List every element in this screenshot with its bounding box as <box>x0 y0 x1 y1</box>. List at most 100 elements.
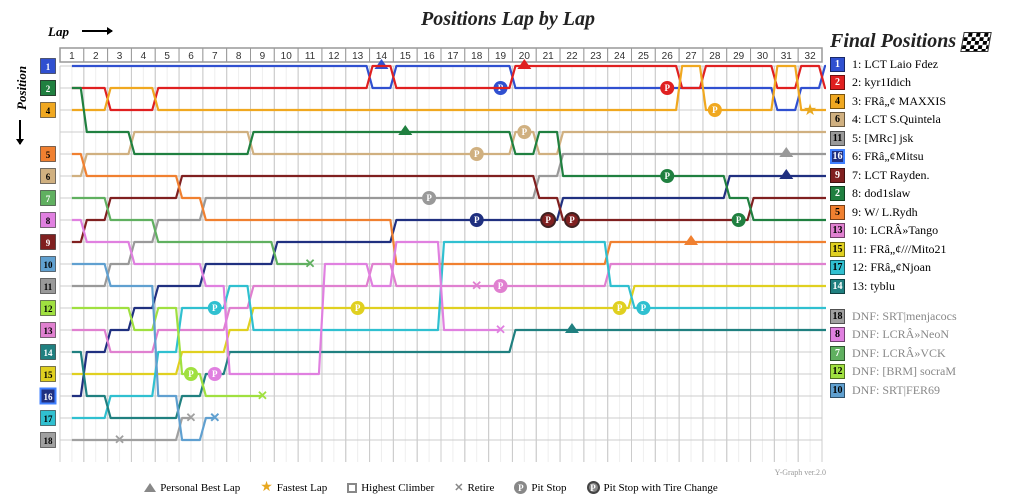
svg-text:P: P <box>712 105 718 115</box>
position-axis-arrow <box>19 120 21 144</box>
pitstop-tire-label: Pit Stop with Tire Change <box>604 482 718 494</box>
legend-item: 11: LCT Laio Fdez <box>830 57 1010 72</box>
legend-label: 13: tyblu <box>852 279 895 294</box>
svg-text:P: P <box>641 303 647 313</box>
legend-badge: 16 <box>830 149 845 164</box>
legend-label: 10: LCRÂ»Tango <box>852 223 938 238</box>
lap-axis-label: Lap <box>48 24 69 40</box>
legend-label: 8: dod1slaw <box>852 186 910 201</box>
legend-item: 14 13: tyblu <box>830 279 1010 294</box>
svg-text:P: P <box>212 369 218 379</box>
legend-badge: 17 <box>830 260 845 275</box>
legend-item: 16 6: FRâ„¢Mitsu <box>830 149 1010 164</box>
svg-text:31: 31 <box>781 51 793 62</box>
svg-text:27: 27 <box>685 51 697 62</box>
svg-text:26: 26 <box>662 51 674 62</box>
legend-badge: 2 <box>830 75 845 90</box>
svg-text:16: 16 <box>44 392 54 402</box>
legend-item: 18DNF: SRT|menjacocs <box>830 309 1010 324</box>
legend-label: DNF: LCRÂ»NeoN <box>852 327 949 342</box>
svg-text:11: 11 <box>44 282 53 292</box>
legend-item: 1511: FRâ„¢///Mito21 <box>830 242 1010 257</box>
svg-text:✕: ✕ <box>305 256 316 271</box>
svg-text:P: P <box>736 215 742 225</box>
svg-text:19: 19 <box>495 51 507 62</box>
legend-label: 5: [MRc] jsk <box>852 131 913 146</box>
highest-climber-icon <box>347 483 357 493</box>
symbol-legend: Personal Best Lap ★Fastest Lap Highest C… <box>36 479 826 496</box>
legend-badge: 14 <box>830 279 845 294</box>
legend-badge: 4 <box>830 94 845 109</box>
legend-badge: 1 <box>830 57 845 72</box>
legend-label: DNF: LCRÂ»VCK <box>852 346 946 361</box>
legend-badge: 5 <box>830 205 845 220</box>
svg-text:25: 25 <box>638 51 650 62</box>
legend-label: DNF: SRT|menjacocs <box>852 309 957 324</box>
svg-text:★: ★ <box>803 102 817 119</box>
legend-title: Final Positions <box>830 30 956 53</box>
legend-label: DNF: [BRM] socraM <box>852 364 956 379</box>
legend-badge: 10 <box>830 383 845 398</box>
legend-panel: Final Positions 11: LCT Laio Fdez 22: kyr… <box>830 30 1010 401</box>
svg-text:24: 24 <box>614 51 626 62</box>
position-chart: 1234567891011121314151617181920212223242… <box>36 42 826 462</box>
svg-text:12: 12 <box>44 304 54 314</box>
legend-label: 6: FRâ„¢Mitsu <box>852 149 924 164</box>
legend-item: 22: kyr1Idich <box>830 75 1010 90</box>
svg-text:9: 9 <box>46 238 51 248</box>
svg-text:✕: ✕ <box>257 388 268 403</box>
version-label: Y-Graph ver.2.0 <box>775 468 826 477</box>
svg-text:5: 5 <box>164 51 170 62</box>
svg-text:P: P <box>664 83 670 93</box>
legend-label: 11: FRâ„¢///Mito21 <box>852 242 947 257</box>
legend-item: 11 5: [MRc] jsk <box>830 131 1010 146</box>
svg-text:✕: ✕ <box>471 278 482 293</box>
fastest-lap-label: Fastest Lap <box>277 482 327 494</box>
legend-item: 12 DNF: [BRM] socraM <box>830 364 1010 379</box>
svg-text:32: 32 <box>805 51 817 62</box>
svg-text:11: 11 <box>305 51 316 62</box>
svg-text:23: 23 <box>590 51 602 62</box>
legend-badge: 11 <box>830 131 845 146</box>
legend-badge: 12 <box>830 364 845 379</box>
svg-text:P: P <box>474 149 480 159</box>
svg-text:✕: ✕ <box>209 410 220 425</box>
svg-text:6: 6 <box>188 51 194 62</box>
svg-text:28: 28 <box>709 51 721 62</box>
legend-item: 1310: LCRÂ»Tango <box>830 223 1010 238</box>
personal-best-label: Personal Best Lap <box>160 482 240 494</box>
legend-badge: 8 <box>830 327 845 342</box>
legend-badge: 6 <box>830 112 845 127</box>
svg-text:P: P <box>212 303 218 313</box>
svg-text:8: 8 <box>46 216 51 226</box>
legend-label: 4: LCT S.Quintela <box>852 112 941 127</box>
svg-text:13: 13 <box>352 51 364 62</box>
svg-text:18: 18 <box>44 436 54 446</box>
svg-text:P: P <box>498 281 504 291</box>
retire-label: Retire <box>467 482 494 494</box>
svg-text:P: P <box>569 215 575 225</box>
svg-text:17: 17 <box>44 414 54 424</box>
svg-text:✕: ✕ <box>186 410 197 425</box>
legend-label: 9: W/ L.Rydh <box>852 205 918 220</box>
svg-text:P: P <box>355 303 361 313</box>
legend-item: 6 4: LCT S.Quintela <box>830 112 1010 127</box>
legend-item: 7 DNF: LCRÂ»VCK <box>830 346 1010 361</box>
svg-text:15: 15 <box>44 370 54 380</box>
svg-text:21: 21 <box>543 51 555 62</box>
svg-text:4: 4 <box>141 51 147 62</box>
retire-icon: ✕ <box>454 481 463 494</box>
legend-item: 43: FRâ„¢ MAXXIS <box>830 94 1010 109</box>
svg-text:7: 7 <box>212 51 218 62</box>
svg-text:13: 13 <box>44 326 54 336</box>
svg-text:✕: ✕ <box>495 322 506 337</box>
legend-item: 1712: FRâ„¢Njoan <box>830 260 1010 275</box>
svg-text:29: 29 <box>733 51 745 62</box>
svg-text:P: P <box>664 171 670 181</box>
svg-text:P: P <box>617 303 623 313</box>
legend-item: 97: LCT Rayden. <box>830 168 1010 183</box>
svg-text:5: 5 <box>46 150 51 160</box>
legend-badge: 7 <box>830 346 845 361</box>
svg-text:9: 9 <box>260 51 266 62</box>
svg-text:7: 7 <box>46 194 51 204</box>
